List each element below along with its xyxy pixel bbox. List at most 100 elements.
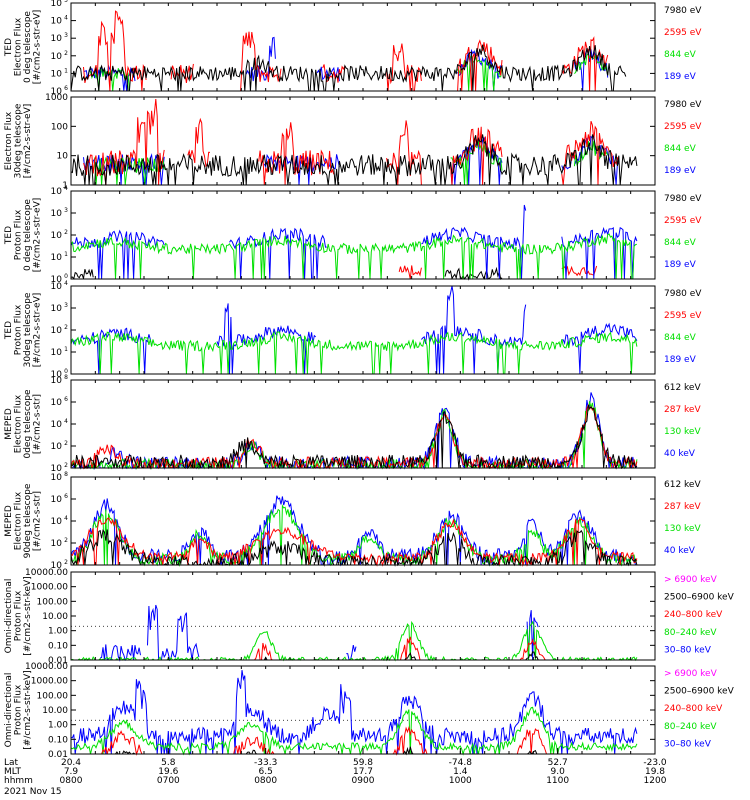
y-axis-label: 0 deg telescope [23, 11, 33, 83]
legend-entry: 189 eV [664, 260, 697, 270]
y-axis-label: [#/cm2-s-str-eV] [23, 104, 33, 179]
panel-8: 0.01 0.10 1.00 10.00 100.00 1000.00 10000.00 Om… [4, 662, 735, 760]
panel-frame [70, 2, 656, 92]
y-tick-label: 10000.00 [25, 568, 68, 578]
series-green-trace [70, 620, 638, 662]
y-tick-exponent: 5 [64, 0, 68, 4]
y-tick-label: 1 [62, 181, 68, 191]
panel-frame [70, 285, 656, 375]
y-tick-label: 0.01 [48, 656, 68, 666]
y-axis-label: [#/cm2-s-str-eV] [33, 293, 43, 368]
legend-entry: 40 keV [664, 449, 696, 459]
panel-frame [70, 379, 656, 469]
y-tick-label: 10.00 [42, 706, 68, 716]
series-blue-trace [71, 392, 637, 470]
y-tick-label: 10 [51, 464, 63, 474]
legend-entry: 189 eV [664, 355, 697, 365]
y-tick-exponent: 6 [64, 493, 68, 500]
y-tick-label: 100 [51, 122, 68, 132]
y-tick-label: 10 [51, 376, 63, 386]
y-tick-exponent: 6 [64, 396, 68, 403]
y-tick-label: 10 [51, 398, 63, 408]
y-axis-label: [#/cm2-s-str] [33, 394, 43, 454]
panel-7: 0.01 0.10 1.00 10.00 100.00 1000.00 10000.00 Om… [4, 568, 735, 666]
y-tick-label: 10 [51, 52, 63, 62]
x-tick-hhmm: 1000 [449, 776, 472, 786]
y-axis-label: TED [4, 226, 14, 245]
x-tick-lat: 5.8 [161, 758, 176, 768]
y-tick-label: 10 [51, 231, 63, 241]
x-tick-mlt: 6.5 [259, 767, 273, 777]
series-red-trace [83, 636, 550, 661]
y-tick-exponent: 0 [64, 273, 68, 280]
legend-entry: 189 eV [664, 72, 697, 82]
y-tick-label: 10 [51, 34, 63, 44]
y-axis-label: [#/cm2-s-str-keV] [23, 670, 33, 749]
y-tick-exponent: 3 [64, 302, 68, 309]
y-tick-exponent: 1 [64, 67, 68, 74]
series-black-trace [70, 44, 627, 92]
y-tick-label: 0.01 [48, 750, 68, 760]
y-tick-exponent: 2 [64, 50, 68, 57]
x-tick-lat: -74.8 [449, 758, 473, 768]
series-green-trace [70, 706, 638, 756]
y-axis-label: Omni-directional [4, 673, 14, 748]
y-tick-label: 100.00 [37, 691, 69, 701]
legend-entry: 7980 eV [664, 6, 702, 16]
x-tick-mlt: 1.4 [453, 767, 468, 777]
legend-entry: 2500–6900 keV [664, 593, 735, 603]
y-tick-label: 10 [51, 348, 63, 358]
legend-entry: 80–240 keV [664, 722, 717, 732]
y-axis-label: MEPED [4, 505, 14, 537]
x-tick-lat: -33.3 [254, 758, 277, 768]
legend-entry: 7980 eV [664, 289, 702, 299]
y-tick-label: 1000.00 [31, 677, 68, 687]
series-black-trace [70, 266, 503, 281]
legend-entry: 30–80 keV [664, 645, 712, 655]
y-tick-label: 10 [51, 517, 63, 527]
series-blue-trace [100, 604, 539, 662]
y-axis-label: Omni-directional [4, 579, 14, 654]
y-axis-label: [#/cm2-s-str-eV] [33, 198, 43, 273]
y-tick-exponent: 4 [64, 418, 68, 425]
series-black-trace [94, 746, 550, 756]
y-tick-exponent: 8 [64, 374, 68, 381]
legend-entry: 2595 eV [664, 216, 702, 226]
y-tick-label: 1.00 [48, 721, 68, 731]
y-tick-label: 10 [51, 187, 63, 197]
y-axis-label: Proton Flux [14, 684, 24, 735]
legend-entry: 240–800 keV [664, 704, 723, 714]
series-blue-trace [83, 135, 620, 186]
y-tick-label: 10.00 [42, 612, 68, 622]
panel-frame [70, 190, 656, 280]
y-tick-label: 10 [51, 326, 63, 336]
y-tick-label: 10000.00 [25, 662, 68, 672]
y-tick-label: 10 [51, 0, 63, 9]
y-tick-exponent: 4 [64, 185, 68, 192]
legend-entry: 240–800 keV [664, 610, 723, 620]
x-tick-hhmm: 1100 [546, 776, 569, 786]
plot-date: 2021 Nov 15 [4, 787, 62, 797]
legend-entry: 130 keV [664, 524, 701, 534]
series-green-trace [70, 233, 638, 280]
series-blue-trace [70, 670, 638, 755]
y-tick-label: 10 [51, 304, 63, 314]
y-axis-label: TED [4, 38, 14, 57]
legend-entry: 287 keV [664, 502, 701, 512]
y-tick-label: 10 [51, 209, 63, 219]
series-blue-trace [70, 204, 638, 280]
y-tick-exponent: 8 [64, 471, 68, 478]
x-tick-hhmm: 1200 [644, 776, 667, 786]
y-axis-label: Electron Flux [14, 394, 24, 453]
y-axis-label: [#/cm2-s-str-keV] [23, 576, 33, 655]
y-tick-exponent: 2 [64, 229, 68, 236]
y-axis-label: Electron Flux [14, 17, 24, 76]
x-tick-lat: -23.0 [643, 758, 667, 768]
y-tick-label: 10 [51, 282, 63, 292]
y-tick-label: 10 [51, 17, 63, 27]
y-axis-label: Electron Flux [14, 491, 24, 550]
y-tick-exponent: 2 [64, 324, 68, 331]
x-tick-mlt: 19.8 [645, 767, 665, 777]
legend-entry: 612 keV [664, 480, 701, 490]
y-tick-exponent: 2 [64, 537, 68, 544]
